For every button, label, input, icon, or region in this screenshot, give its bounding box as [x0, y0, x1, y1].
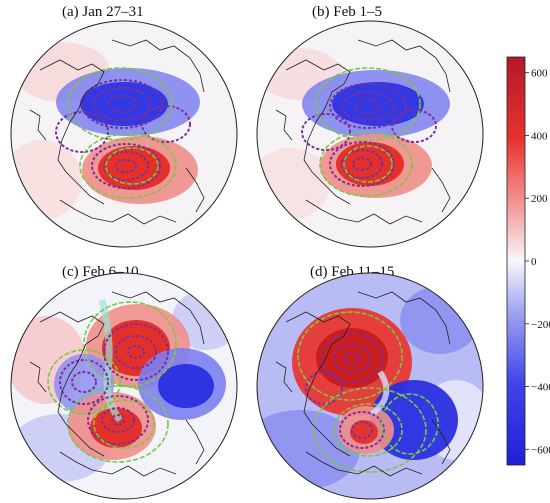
colorbar-tick-label: 400	[531, 130, 548, 142]
panel-a-title: (a) Jan 27–31	[62, 4, 144, 20]
panel-d-border	[256, 272, 484, 500]
colorbar-tick-label: −600	[531, 444, 550, 456]
colorbar-tick-label: 600	[531, 68, 548, 80]
panel-a-map	[11, 21, 237, 247]
panel-b-title: (b) Feb 1–5	[312, 4, 382, 20]
panel-b-map	[257, 21, 483, 247]
colorbar-tick-label: 0	[531, 256, 537, 268]
colorbar-bar	[506, 56, 526, 466]
colorbar-tick-label: −400	[531, 382, 550, 394]
panel-d-map	[257, 273, 483, 499]
colorbar-tick-label: 200	[531, 193, 548, 205]
colorbar-ticks: 600 400 200 0 −200 −400 −600	[525, 68, 550, 456]
colorbar: 600 400 200 0 −200 −400 −600	[506, 56, 550, 466]
panel-b-border	[256, 20, 484, 248]
panel-c-border	[10, 272, 238, 500]
panel-a-border	[10, 20, 238, 248]
colorbar-tick-label: −200	[531, 319, 550, 331]
